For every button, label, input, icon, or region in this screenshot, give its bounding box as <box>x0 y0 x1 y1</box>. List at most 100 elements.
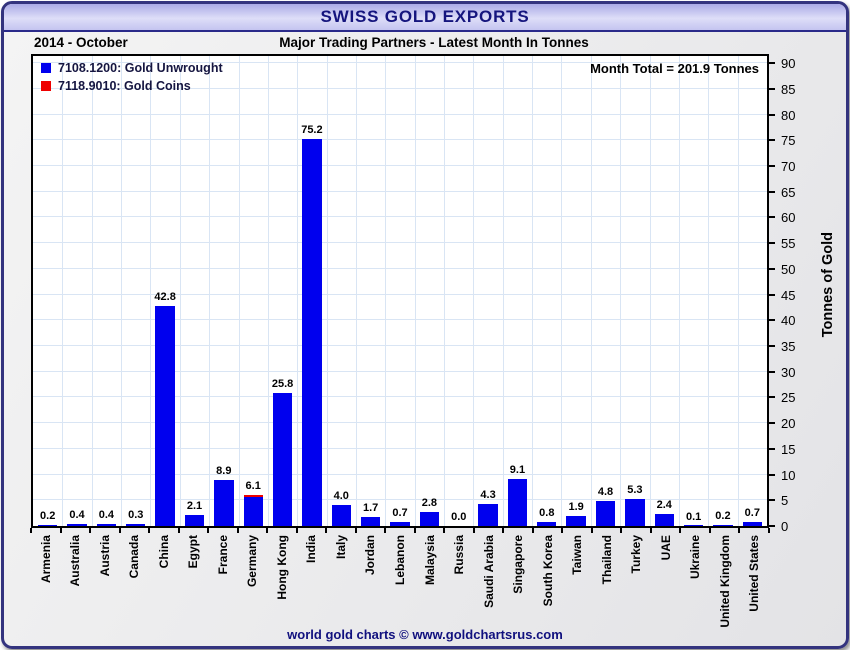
bar-value-label: 0.4 <box>98 508 115 521</box>
bar-value-label: 0.3 <box>128 509 144 522</box>
y-tick-label: 35 <box>781 339 796 355</box>
bar-gold-coins <box>243 494 263 498</box>
h-gridline <box>33 62 767 64</box>
x-tick <box>89 528 92 533</box>
v-gridline <box>708 56 710 526</box>
x-category-label: Egypt <box>186 535 201 569</box>
v-gridline <box>91 56 93 526</box>
v-gridline <box>179 56 181 526</box>
x-tick <box>266 528 269 533</box>
x-tick <box>679 528 682 533</box>
y-tick <box>767 422 775 425</box>
bar-gold-unwrought <box>243 497 263 526</box>
x-category-label: United Kingdom <box>717 535 732 628</box>
x-tick <box>354 528 357 533</box>
bar-gold-unwrought <box>419 511 440 526</box>
v-gridline <box>414 56 416 526</box>
plot-area: 7108.1200: Gold Unwrought 7118.9010: Gol… <box>31 54 769 528</box>
y-tick <box>767 319 775 322</box>
legend-item-gold-unwrought: 7108.1200: Gold Unwrought <box>41 61 223 75</box>
h-gridline <box>33 113 767 115</box>
x-category-label: Malaysia <box>422 535 437 586</box>
x-category-label: Canada <box>127 535 142 579</box>
h-gridline <box>33 165 767 167</box>
v-gridline <box>678 56 680 526</box>
bar-gold-unwrought <box>478 503 498 526</box>
bar-value-label: 0.2 <box>40 509 56 522</box>
x-category-label: Thailand <box>599 535 614 585</box>
x-category-label: UAE <box>658 535 673 561</box>
y-tick-label: 40 <box>781 313 796 329</box>
v-gridline <box>121 56 123 526</box>
x-tick <box>472 528 475 533</box>
h-gridline <box>33 473 767 475</box>
y-tick-label: 70 <box>781 159 796 175</box>
bar-gold-unwrought <box>37 524 58 526</box>
bar-gold-unwrought <box>742 522 762 526</box>
bar-gold-unwrought <box>302 139 322 526</box>
h-gridline <box>33 190 767 192</box>
y-tick <box>767 525 775 527</box>
legend: 7108.1200: Gold Unwrought 7118.9010: Gol… <box>41 61 223 97</box>
x-category-label: Austria <box>97 535 112 577</box>
bar-value-label: 0.2 <box>715 509 731 522</box>
bar-value-label: 1.7 <box>362 502 379 515</box>
y-tick-label: 55 <box>781 236 796 252</box>
legend-swatch-gold-coins-icon <box>41 81 51 91</box>
chart-body: 2014 - October Major Trading Partners - … <box>4 32 846 646</box>
x-category-label: Germany <box>245 535 260 588</box>
y-tick-label: 60 <box>781 210 796 226</box>
y-tick-label: 25 <box>781 390 796 406</box>
x-tick <box>620 528 623 533</box>
h-gridline <box>33 396 767 398</box>
x-category-label: Lebanon <box>393 535 407 585</box>
bar-gold-unwrought <box>67 523 87 526</box>
x-tick <box>768 528 770 533</box>
bar-value-label: 4.0 <box>333 490 349 503</box>
bar-gold-unwrought <box>331 505 351 526</box>
y-axis-title: Tonnes of Gold <box>820 232 836 338</box>
h-gridline <box>33 370 767 372</box>
footer-credit: world gold charts © www.goldchartsrus.co… <box>287 627 563 642</box>
y-tick-label: 5 <box>781 493 789 509</box>
x-category-label: China <box>156 535 171 569</box>
x-tick <box>443 528 446 533</box>
bar-value-label: 2.1 <box>186 500 203 513</box>
x-tick <box>590 528 593 533</box>
v-gridline <box>561 56 563 526</box>
y-tick <box>767 165 775 168</box>
x-tick <box>30 528 32 533</box>
y-tick-label: 65 <box>781 184 796 200</box>
h-gridline <box>33 242 767 244</box>
bar-gold-unwrought <box>360 517 381 526</box>
x-category-label: United States <box>747 535 762 612</box>
x-category-label: Ukraine <box>688 535 703 580</box>
bar-gold-unwrought <box>96 523 117 526</box>
y-tick-label: 85 <box>781 81 796 97</box>
bar-value-label: 4.8 <box>597 486 614 499</box>
x-category-label: Taiwan <box>570 535 585 575</box>
y-tick-label: 30 <box>781 364 796 380</box>
h-gridline <box>33 216 767 218</box>
x-category-label: Australia <box>68 535 83 587</box>
bar-gold-unwrought <box>184 515 205 526</box>
legend-item-gold-coins: 7118.9010: Gold Coins <box>41 79 223 93</box>
chart-subtitle: Major Trading Partners - Latest Month In… <box>279 35 589 50</box>
x-tick <box>384 528 387 533</box>
h-gridline <box>33 87 767 89</box>
h-gridline <box>33 345 767 347</box>
h-gridline <box>33 499 767 501</box>
y-tick-label: 75 <box>781 133 796 149</box>
v-gridline <box>502 56 504 526</box>
x-tick <box>148 528 151 533</box>
bar-gold-unwrought <box>272 393 293 526</box>
x-category-label: France <box>215 535 230 575</box>
v-gridline <box>590 56 592 526</box>
bar-gold-unwrought <box>537 521 557 526</box>
y-tick-label: 15 <box>781 441 796 457</box>
bar-value-label: 8.9 <box>216 465 232 478</box>
v-gridline <box>150 56 152 526</box>
bar-gold-unwrought <box>713 524 733 526</box>
x-axis: Armenia Australia Austria Canada China Egypt F… <box>30 528 770 632</box>
v-gridline <box>620 56 622 526</box>
